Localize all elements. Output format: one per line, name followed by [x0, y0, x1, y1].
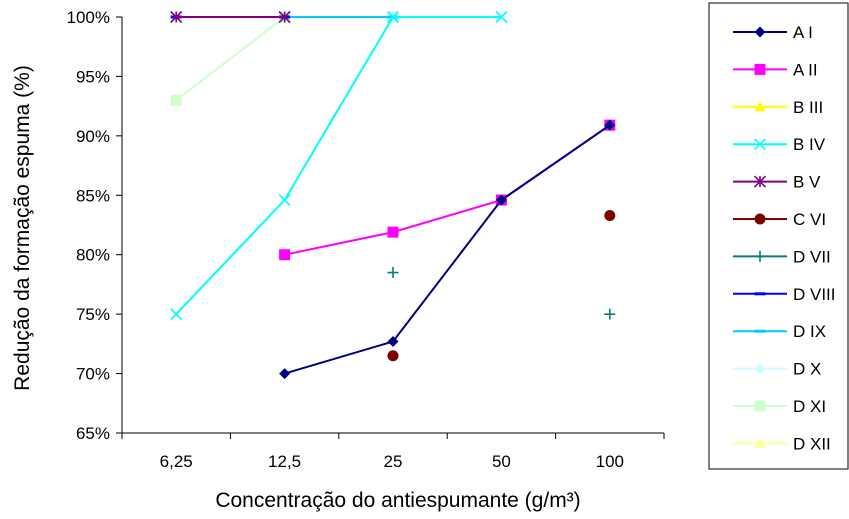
series-a-ii [279, 119, 616, 261]
legend: A I A II B III B IV B V C VI D VII D VIII D IX D … [708, 2, 849, 470]
legend-marker [754, 329, 766, 333]
legend-marker [754, 250, 766, 262]
legend-label: B V [793, 173, 821, 192]
legend-marker [754, 26, 766, 38]
legend-item-b-iii: B III [733, 98, 823, 117]
legend-item-c-vi: C VI [733, 210, 826, 229]
x-tick-label: 50 [492, 452, 511, 471]
point-a-ii [387, 226, 399, 238]
legend-marker [754, 292, 766, 296]
legend-item-b-v: B V [733, 173, 821, 192]
point-a-i [279, 368, 291, 380]
series-line-d-xi [175, 16, 393, 101]
y-tick-label: 85% [76, 186, 110, 205]
point-a-i [387, 335, 399, 347]
x-tick-label: 6,25 [160, 452, 193, 471]
point-a-ii [279, 249, 291, 261]
legend-marker [754, 63, 766, 75]
x-tick-label: 100 [596, 452, 624, 471]
series-layer [170, 10, 616, 380]
legend-label: D XII [793, 434, 831, 453]
series-b-iv [170, 10, 508, 321]
point-c-vi [387, 350, 399, 362]
legend-item-b-iv: B IV [733, 135, 826, 154]
y-tick-label: 75% [76, 305, 110, 324]
point-d-xi [170, 94, 182, 106]
x-axis-title: Concentração do antiespumante (g/m³) [215, 489, 580, 512]
y-tick-label: 65% [76, 424, 110, 443]
legend-label: A II [793, 60, 818, 79]
y-axis-title: Redução da formação espuma (%) [11, 65, 34, 391]
point-b-v [170, 10, 183, 24]
y-tick-label: 90% [76, 127, 110, 146]
legend-marker [754, 213, 766, 225]
legend-box [708, 2, 849, 470]
series-d-vii [387, 267, 616, 320]
legend-item-d-viii: D VIII [733, 285, 836, 304]
series-line-b-iv [175, 16, 502, 315]
legend-label: A I [793, 23, 813, 42]
legend-marker [754, 437, 766, 448]
point-a-i [495, 194, 507, 206]
legend-marker [754, 400, 766, 412]
series-c-vi [387, 209, 616, 362]
legend-item-a-i: A I [733, 23, 813, 42]
series-a-i [279, 119, 616, 380]
y-tick-label: 70% [76, 365, 110, 384]
y-tick-label: 80% [76, 246, 110, 265]
point-d-vii [387, 267, 399, 279]
series-line-a-i [284, 124, 611, 375]
legend-item-d-vii: D VII [733, 247, 831, 266]
point-c-vi [604, 209, 616, 221]
point-b-iv [170, 308, 183, 321]
legend-label: D IX [793, 322, 826, 341]
legend-label: D VIII [793, 285, 836, 304]
legend-label: D XI [793, 397, 826, 416]
point-d-vii [604, 308, 616, 320]
series-d-xi [170, 11, 399, 106]
axes: 65% 70% 75% 80% 85% 90% 95% 100% 6,25 12,5 25 50 100 [67, 8, 665, 471]
point-b-iv [495, 10, 508, 24]
legend-item-d-ix: D IX [733, 322, 826, 341]
y-tick-label: 95% [76, 67, 110, 86]
x-tick-label: 12,5 [268, 452, 301, 471]
legend-label: B IV [793, 135, 826, 154]
series-b-v [170, 10, 291, 24]
legend-marker [753, 138, 767, 151]
legend-item-d-xi: D XI [733, 397, 826, 416]
point-a-i [604, 119, 616, 131]
legend-label: D X [793, 360, 821, 379]
legend-label: C VI [793, 210, 826, 229]
point-b-iv [386, 10, 400, 24]
legend-marker [754, 101, 766, 112]
point-b-v [278, 10, 291, 24]
legend-marker [754, 363, 766, 375]
legend-item-d-xii: D XII [733, 434, 831, 453]
legend-label: B III [793, 98, 823, 117]
legend-item-d-x: D X [733, 360, 821, 379]
point-b-iv [278, 193, 291, 207]
legend-label: D VII [793, 247, 831, 266]
x-tick-label: 25 [384, 452, 403, 471]
legend-marker [753, 175, 767, 188]
y-tick-label: 100% [67, 8, 110, 27]
legend-item-a-ii: A II [733, 60, 818, 79]
series-line-a-ii [284, 124, 611, 256]
